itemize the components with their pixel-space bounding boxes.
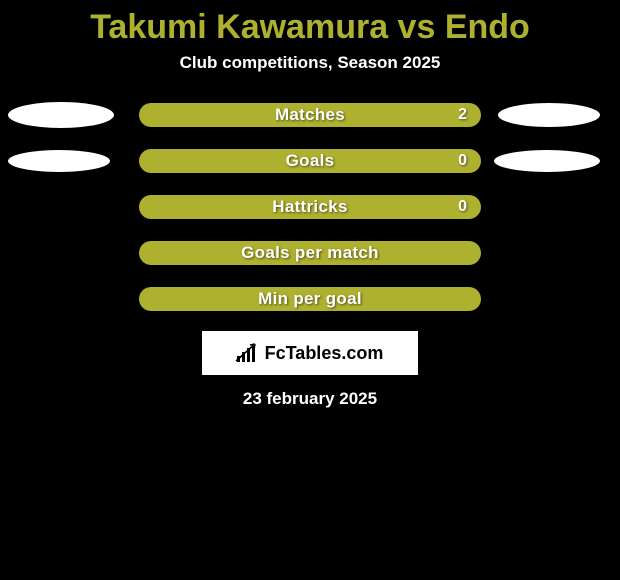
stat-label: Matches [275,105,345,125]
stat-value: 0 [458,152,467,170]
stat-bar: Goals 0 [139,149,481,173]
page-subtitle: Club competitions, Season 2025 [0,53,620,73]
brand-chart-icon [237,344,259,362]
stat-bar: Goals per match [139,241,481,265]
stat-bar: Min per goal [139,287,481,311]
stat-row: Min per goal [0,287,620,311]
stat-row: Hattricks 0 [0,195,620,219]
stat-bar: Matches 2 [139,103,481,127]
page-title: Takumi Kawamura vs Endo [0,0,620,47]
brand-text: FcTables.com [265,343,384,364]
stat-bar: Hattricks 0 [139,195,481,219]
stat-value: 0 [458,198,467,216]
stat-value: 2 [458,106,467,124]
stat-label: Goals per match [241,243,379,263]
date-label: 23 february 2025 [0,389,620,409]
stat-row: Matches 2 [0,103,620,127]
stat-row: Goals 0 [0,149,620,173]
left-ellipse-icon [8,102,114,128]
stats-container: Matches 2 Goals 0 Hattricks 0 Goals per match M… [0,103,620,311]
stat-row: Goals per match [0,241,620,265]
right-ellipse-icon [498,103,600,127]
stat-label: Hattricks [272,197,347,217]
right-ellipse-icon [494,150,600,172]
brand-box[interactable]: FcTables.com [202,331,418,375]
stat-label: Goals [286,151,335,171]
left-ellipse-icon [8,150,110,172]
stat-label: Min per goal [258,289,362,309]
